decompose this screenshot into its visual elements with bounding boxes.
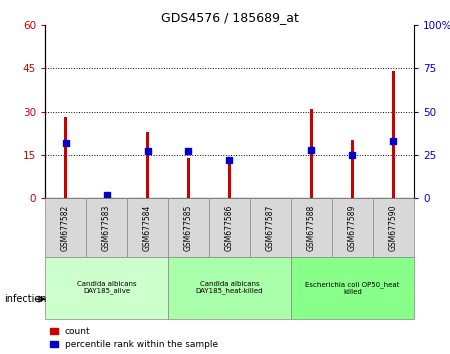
Text: GSM677584: GSM677584 bbox=[143, 204, 152, 251]
Text: GSM677585: GSM677585 bbox=[184, 204, 193, 251]
Text: GSM677590: GSM677590 bbox=[389, 204, 398, 251]
Bar bbox=[351, 141, 354, 198]
Bar bbox=[373, 198, 414, 257]
Bar bbox=[228, 161, 231, 198]
Bar bbox=[332, 198, 373, 257]
Text: Candida albicans
DAY185_heat-killed: Candida albicans DAY185_heat-killed bbox=[196, 281, 263, 295]
Text: GSM677586: GSM677586 bbox=[225, 204, 234, 251]
Text: GSM677587: GSM677587 bbox=[266, 204, 275, 251]
Text: GSM677583: GSM677583 bbox=[102, 204, 111, 251]
Title: GDS4576 / 185689_at: GDS4576 / 185689_at bbox=[161, 11, 298, 24]
Bar bbox=[209, 198, 250, 257]
Bar bbox=[45, 198, 86, 257]
Text: Escherichia coli OP50_heat
killed: Escherichia coli OP50_heat killed bbox=[305, 281, 400, 295]
Bar bbox=[392, 71, 395, 198]
Bar bbox=[187, 158, 190, 198]
Text: infection: infection bbox=[4, 294, 47, 304]
Bar bbox=[291, 198, 332, 257]
Bar bbox=[168, 257, 291, 319]
Text: Candida albicans
DAY185_alive: Candida albicans DAY185_alive bbox=[76, 281, 136, 295]
Bar bbox=[291, 257, 414, 319]
Text: GSM677588: GSM677588 bbox=[307, 204, 316, 251]
Bar bbox=[146, 132, 149, 198]
Bar bbox=[310, 109, 313, 198]
Bar bbox=[168, 198, 209, 257]
Bar bbox=[127, 198, 168, 257]
Bar bbox=[250, 198, 291, 257]
Legend: count, percentile rank within the sample: count, percentile rank within the sample bbox=[50, 327, 218, 349]
Text: GSM677589: GSM677589 bbox=[348, 204, 357, 251]
Bar bbox=[86, 198, 127, 257]
Bar bbox=[45, 257, 168, 319]
Text: GSM677582: GSM677582 bbox=[61, 204, 70, 251]
Bar bbox=[64, 117, 67, 198]
